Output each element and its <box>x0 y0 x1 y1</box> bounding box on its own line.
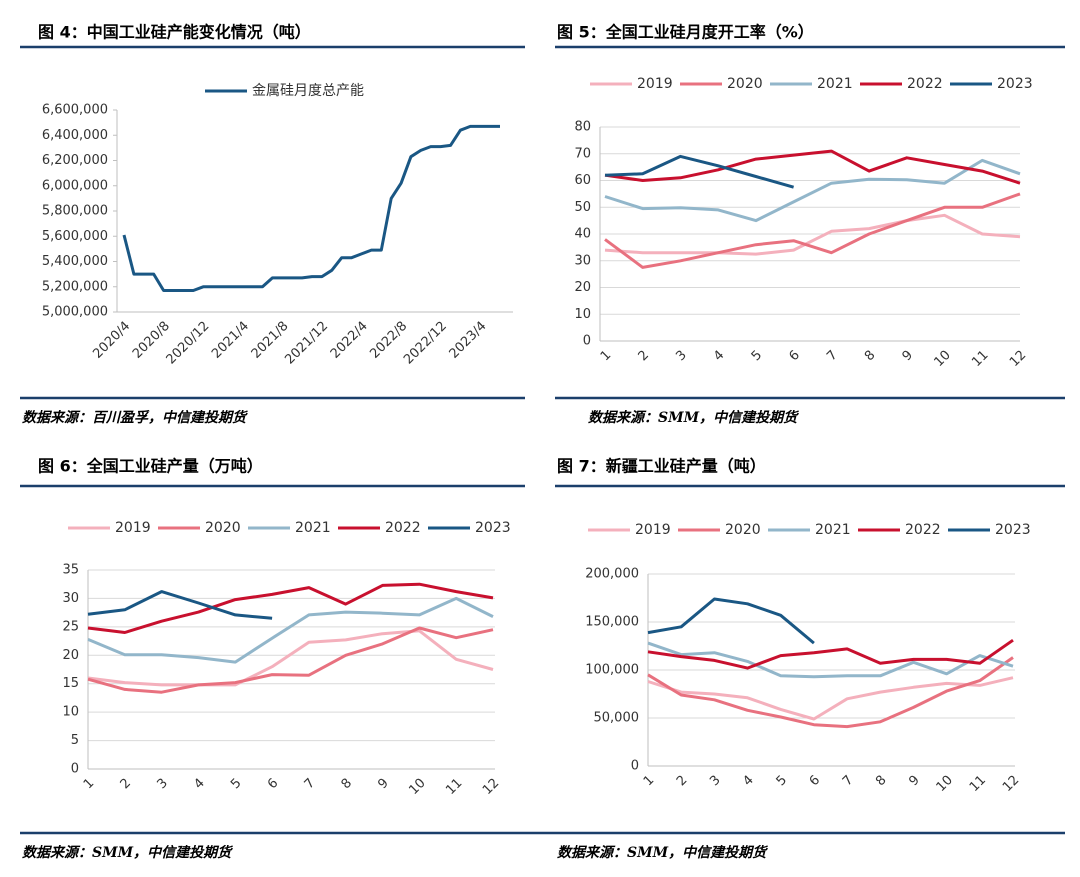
series-line <box>647 597 815 645</box>
legend-label: 2022 <box>385 520 421 536</box>
y-tick-label: 5,000,000 <box>42 305 108 320</box>
series-line <box>604 158 1021 223</box>
chart-title: 图 5：全国工业硅月度开工率（%） <box>557 23 814 42</box>
series-line <box>604 154 795 189</box>
y-tick-label: 50 <box>574 200 591 215</box>
series-line <box>87 582 494 634</box>
series-line <box>647 641 1014 679</box>
legend-label: 2021 <box>295 520 331 536</box>
legend-label: 2020 <box>205 520 241 536</box>
legend-label: 2022 <box>907 76 943 92</box>
source-note: 数据来源：百川盈孚，中信建投期货 <box>22 409 248 426</box>
y-tick-label: 20 <box>62 648 79 663</box>
y-tick-label: 150,000 <box>585 615 639 630</box>
legend-label: 2019 <box>637 76 673 92</box>
chart-title: 图 6：全国工业硅产量（万吨） <box>38 457 263 476</box>
y-tick-label: 30 <box>62 591 79 606</box>
legend-label: 2019 <box>635 522 671 538</box>
series-line <box>604 192 1021 269</box>
legend-label: 2020 <box>725 522 761 538</box>
y-tick-label: 5,600,000 <box>42 229 108 244</box>
y-tick-label: 6,000,000 <box>42 178 108 193</box>
legend-label: 2021 <box>817 76 853 92</box>
y-tick-label: 30 <box>574 253 591 268</box>
series-line <box>647 676 1014 721</box>
y-tick-label: 20 <box>574 280 591 295</box>
y-tick-label: 50,000 <box>594 711 640 726</box>
chart-title: 图 7：新疆工业硅产量（吨） <box>557 457 766 476</box>
series-line <box>87 590 273 620</box>
legend-label: 2023 <box>475 520 511 536</box>
series-line <box>604 149 1021 185</box>
legend-label: 2021 <box>815 522 851 538</box>
legend-label: 2020 <box>727 76 763 92</box>
legend-label: 2019 <box>115 520 151 536</box>
source-note: 数据来源：SMM，中信建投期货 <box>557 844 768 861</box>
y-tick-label: 5,400,000 <box>42 254 108 269</box>
legend-label: 2022 <box>905 522 941 538</box>
y-tick-label: 0 <box>71 762 79 777</box>
y-tick-label: 5,800,000 <box>42 204 108 219</box>
series-line <box>604 213 1021 256</box>
y-tick-label: 60 <box>574 173 591 188</box>
legend-label: 2023 <box>997 76 1033 92</box>
series-line <box>87 596 494 664</box>
y-tick-label: 100,000 <box>585 663 639 678</box>
series-line <box>122 124 500 292</box>
legend-label: 2023 <box>995 522 1031 538</box>
series-line <box>87 629 494 687</box>
series-line <box>87 626 494 694</box>
source-note: 数据来源：SMM，中信建投期货 <box>588 409 799 426</box>
chart-title: 图 4：中国工业硅产能变化情况（吨） <box>38 23 311 42</box>
legend-label: 金属硅月度总产能 <box>252 83 364 99</box>
y-tick-label: 25 <box>62 619 79 634</box>
series-line <box>647 638 1014 670</box>
y-tick-label: 0 <box>631 759 639 774</box>
y-tick-label: 0 <box>583 334 591 349</box>
y-tick-label: 200,000 <box>585 567 639 582</box>
source-note: 数据来源：SMM，中信建投期货 <box>22 844 233 861</box>
y-tick-label: 5,200,000 <box>42 279 108 294</box>
series-line <box>647 656 1014 729</box>
y-tick-label: 15 <box>62 676 79 691</box>
y-tick-label: 80 <box>574 120 591 135</box>
y-tick-label: 6,400,000 <box>42 128 108 143</box>
y-tick-label: 5 <box>71 733 79 748</box>
y-tick-label: 35 <box>62 563 79 578</box>
y-tick-label: 70 <box>574 146 591 161</box>
y-tick-label: 10 <box>62 705 79 720</box>
y-tick-label: 10 <box>574 307 591 322</box>
y-tick-label: 40 <box>574 227 591 242</box>
y-tick-label: 6,200,000 <box>42 153 108 168</box>
y-tick-label: 6,600,000 <box>42 103 108 118</box>
